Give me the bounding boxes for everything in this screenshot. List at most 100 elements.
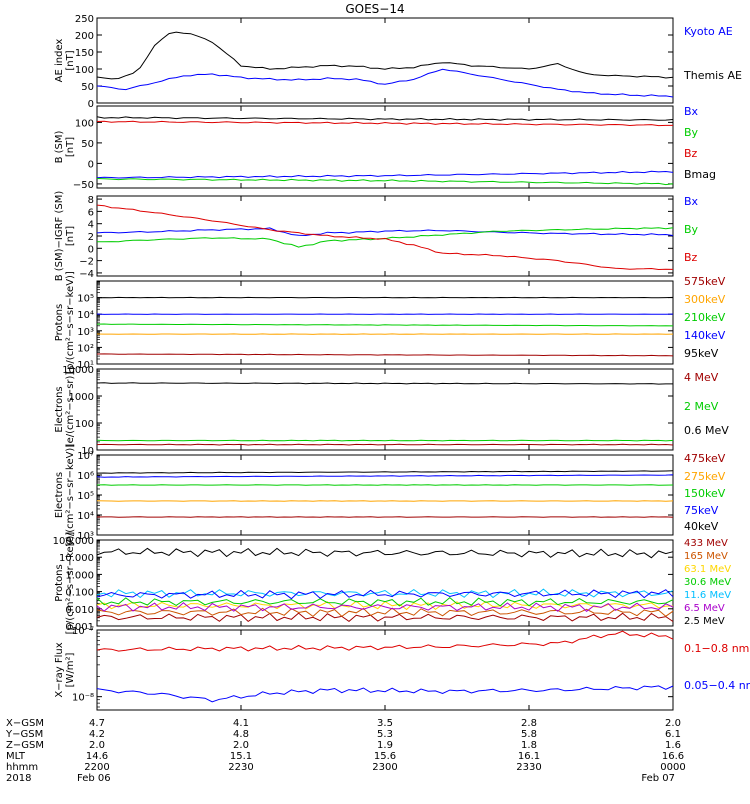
legend-entry: Bz	[684, 251, 698, 264]
x-axis-value: 15.6	[374, 751, 396, 762]
y-axis-label-line: [nT]	[65, 226, 76, 246]
y-axis-label-line: [nT]	[65, 50, 76, 70]
y-tick-label: 0	[88, 244, 94, 255]
y-tick-label: 100	[75, 118, 94, 129]
y-tick-label: 10⁻⁷	[72, 626, 94, 637]
x-axis-row-label: X−GSM	[6, 718, 44, 729]
panel-protons: 10¹10²10³10⁴10⁵Protons[p/(cm²−s−sr−keV)]…	[54, 271, 726, 374]
x-axis-value: 2230	[228, 762, 253, 773]
series-line-30-6-mev	[97, 598, 673, 606]
x-axis-table: X−GSMY−GSMZ−GSMMLThhmm20184.74.22.014.62…	[5, 718, 686, 784]
y-tick-label: 10⁴	[77, 310, 94, 321]
legend-entry: 6.5 MeV	[684, 603, 725, 614]
y-axis-label-line: [p/(cm²−s−sr−keV)]	[65, 532, 76, 635]
legend-entry: 140keV	[684, 329, 726, 342]
y-tick-label: 10³	[77, 327, 94, 338]
legend-entry: 0.6 MeV	[684, 424, 729, 437]
panel-frame	[97, 369, 673, 450]
y-tick-label: 250	[75, 14, 94, 25]
y-axis-label-line: [W/m²]	[65, 652, 76, 687]
x-axis-value: 5.8	[521, 729, 537, 740]
x-axis-value: 6.1	[665, 729, 681, 740]
y-tick-label: 150	[75, 48, 94, 59]
x-axis-value: 1.9	[377, 740, 393, 751]
y-axis-label-line: Protons	[54, 304, 65, 341]
series-line-75kev	[97, 475, 673, 477]
legend-entry: 2 MeV	[684, 400, 719, 413]
y-tick-label: 50	[81, 139, 94, 150]
y-tick-label: 10²	[77, 343, 94, 354]
y-tick-label: 0	[88, 99, 94, 110]
y-axis-label: B (SM)−IGRF (SM)[nT]	[54, 191, 76, 282]
x-axis-value: 3.5	[377, 718, 393, 729]
panel-frame	[97, 18, 673, 103]
x-axis-value: 1.6	[665, 740, 681, 751]
y-axis-label: Protons[p/(cm²−s−sr−keV)]	[54, 271, 76, 374]
y-tick-label: 6	[88, 207, 94, 218]
y-tick-label: 200	[75, 31, 94, 42]
y-axis-label: X−ray Flux[W/m²]	[54, 642, 76, 697]
panel-electrons_kev: 10³10⁴10⁵10⁶10⁷Electrons[e/(cm²−s−sr−keV…	[54, 444, 726, 547]
legend-entry: 75keV	[684, 504, 719, 517]
legend-entry: Bx	[684, 195, 699, 208]
series-line-300kev	[97, 334, 673, 335]
y-tick-label: 10⁷	[77, 451, 94, 462]
series-line-2-mev	[97, 440, 673, 441]
y-axis-label-line: B (SM)−IGRF (SM)	[54, 191, 65, 282]
x-axis-value: 2.8	[521, 718, 537, 729]
series-line-bz	[97, 121, 673, 125]
series-line-165-mev	[97, 608, 673, 616]
x-axis-row-label: MLT	[6, 751, 26, 762]
series-line-4-mev	[97, 444, 673, 445]
legend-entry: Bx	[684, 105, 699, 118]
y-axis-label-line: [e/(cm²−s−sr)]	[65, 372, 76, 448]
y-axis-label-line: Electrons	[54, 386, 65, 432]
series-line-themis-ae	[97, 32, 673, 79]
y-axis-label-line: [nT]	[65, 137, 76, 157]
x-axis-value: 16.6	[662, 751, 684, 762]
legend-entry: 0.1−0.8 nm	[684, 642, 749, 655]
legend-entry: 275keV	[684, 470, 726, 483]
legend-entry: 433 MeV	[684, 538, 728, 549]
panel-xray: 10⁻⁷10⁻⁸X−ray Flux[W/m²]0.1−0.8 nm0.05−0…	[54, 626, 750, 710]
legend-entry: Kyoto AE	[684, 25, 733, 38]
y-tick-label: 10⁻⁸	[72, 693, 94, 704]
y-tick-label: 2	[88, 232, 94, 243]
x-axis-value: Feb 06	[77, 773, 111, 784]
series-line-bx	[97, 171, 673, 178]
y-tick-label: 100	[75, 65, 94, 76]
legend-entry: 300keV	[684, 293, 726, 306]
x-axis-value: 2.0	[233, 740, 249, 751]
y-tick-label: −2	[79, 257, 94, 268]
x-axis-value: 2330	[516, 762, 541, 773]
y-tick-label: 8	[88, 195, 94, 206]
x-axis-value: 15.1	[230, 751, 252, 762]
x-axis-value: 4.2	[89, 729, 105, 740]
y-axis-label: Electrons[e/(cm²−s−sr−keV)]	[54, 444, 76, 547]
y-axis-label-line: X−ray Flux	[54, 642, 65, 697]
y-axis-label-line: [p/(cm²−s−sr−keV)]	[65, 271, 76, 374]
panel-frame	[97, 455, 673, 535]
x-axis-row-label: Z−GSM	[6, 740, 44, 751]
y-tick-label: 10⁵	[77, 491, 94, 502]
x-axis-value: 4.7	[89, 718, 105, 729]
y-tick-label: 4	[88, 220, 94, 231]
series-line-40kev	[97, 471, 673, 473]
legend-entry: 150keV	[684, 487, 726, 500]
legend-entry: 4 MeV	[684, 371, 719, 384]
series-line-0-05-0-4-nm	[97, 686, 673, 702]
legend-entry: Themis AE	[683, 69, 742, 82]
x-axis-row-label: Y−GSM	[5, 729, 43, 740]
plot-title: GOES−14	[345, 2, 404, 16]
y-axis-label-line: B (SM)	[54, 130, 65, 163]
y-tick-label: 0	[88, 159, 94, 170]
x-axis-value: 2.0	[89, 740, 105, 751]
y-axis-label-line: [e/(cm²−s−sr−keV)]	[65, 444, 76, 547]
x-axis-value: 1.8	[521, 740, 537, 751]
legend-entry: 475keV	[684, 452, 726, 465]
x-axis-value: Feb 07	[641, 773, 675, 784]
